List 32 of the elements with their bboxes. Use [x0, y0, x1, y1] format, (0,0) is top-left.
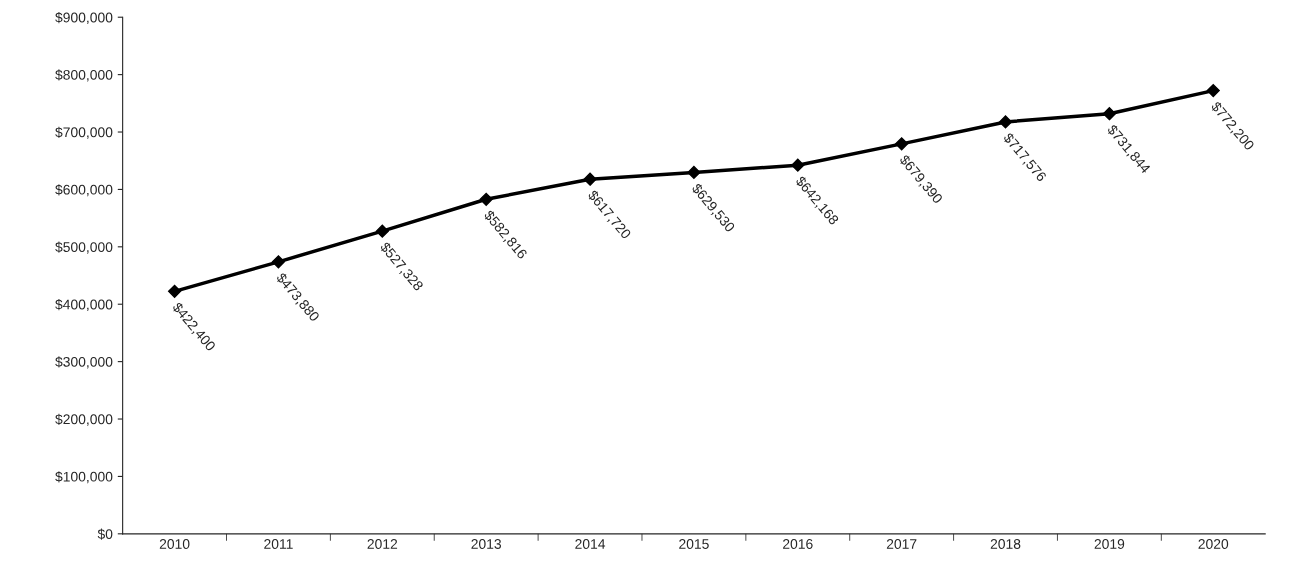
x-tick-label: 2011: [264, 539, 293, 549]
y-tick-label: $700,000: [55, 126, 113, 139]
y-tick-label: $900,000: [55, 11, 113, 25]
x-tick-label: 2015: [679, 539, 709, 549]
y-tick-label: $200,000: [55, 413, 113, 426]
point: [375, 224, 389, 238]
x-tick-label: 2019: [1094, 539, 1125, 549]
point: [791, 158, 805, 172]
x-tick-label: 2020: [1198, 539, 1229, 549]
y-tick-label: $300,000: [55, 356, 113, 369]
x-tick-label: 2018: [990, 539, 1021, 549]
point: [1206, 83, 1220, 98]
x-tick-label: 2010: [159, 539, 190, 549]
point: [167, 284, 182, 298]
y-tick-label: $600,000: [55, 184, 113, 197]
y-tick-label: $400,000: [55, 298, 113, 312]
point: [1102, 107, 1116, 121]
point: [479, 192, 493, 206]
point: [998, 115, 1013, 129]
y-tick-label: $0: [97, 528, 113, 540]
y-tick-label: $800,000: [55, 69, 113, 82]
point: [583, 172, 597, 186]
x-tick-label: 2014: [575, 539, 606, 549]
y-tick-label: $500,000: [55, 241, 113, 254]
x-tick-label: 2016: [783, 539, 813, 549]
point: [687, 165, 701, 180]
y-tick-label: $100,000: [55, 471, 113, 484]
point: [895, 137, 909, 151]
point: [271, 255, 286, 269]
x-tick-label: 2017: [886, 539, 917, 549]
x-tick-label: 2012: [367, 539, 398, 549]
x-tick-label: 2013: [471, 539, 502, 549]
